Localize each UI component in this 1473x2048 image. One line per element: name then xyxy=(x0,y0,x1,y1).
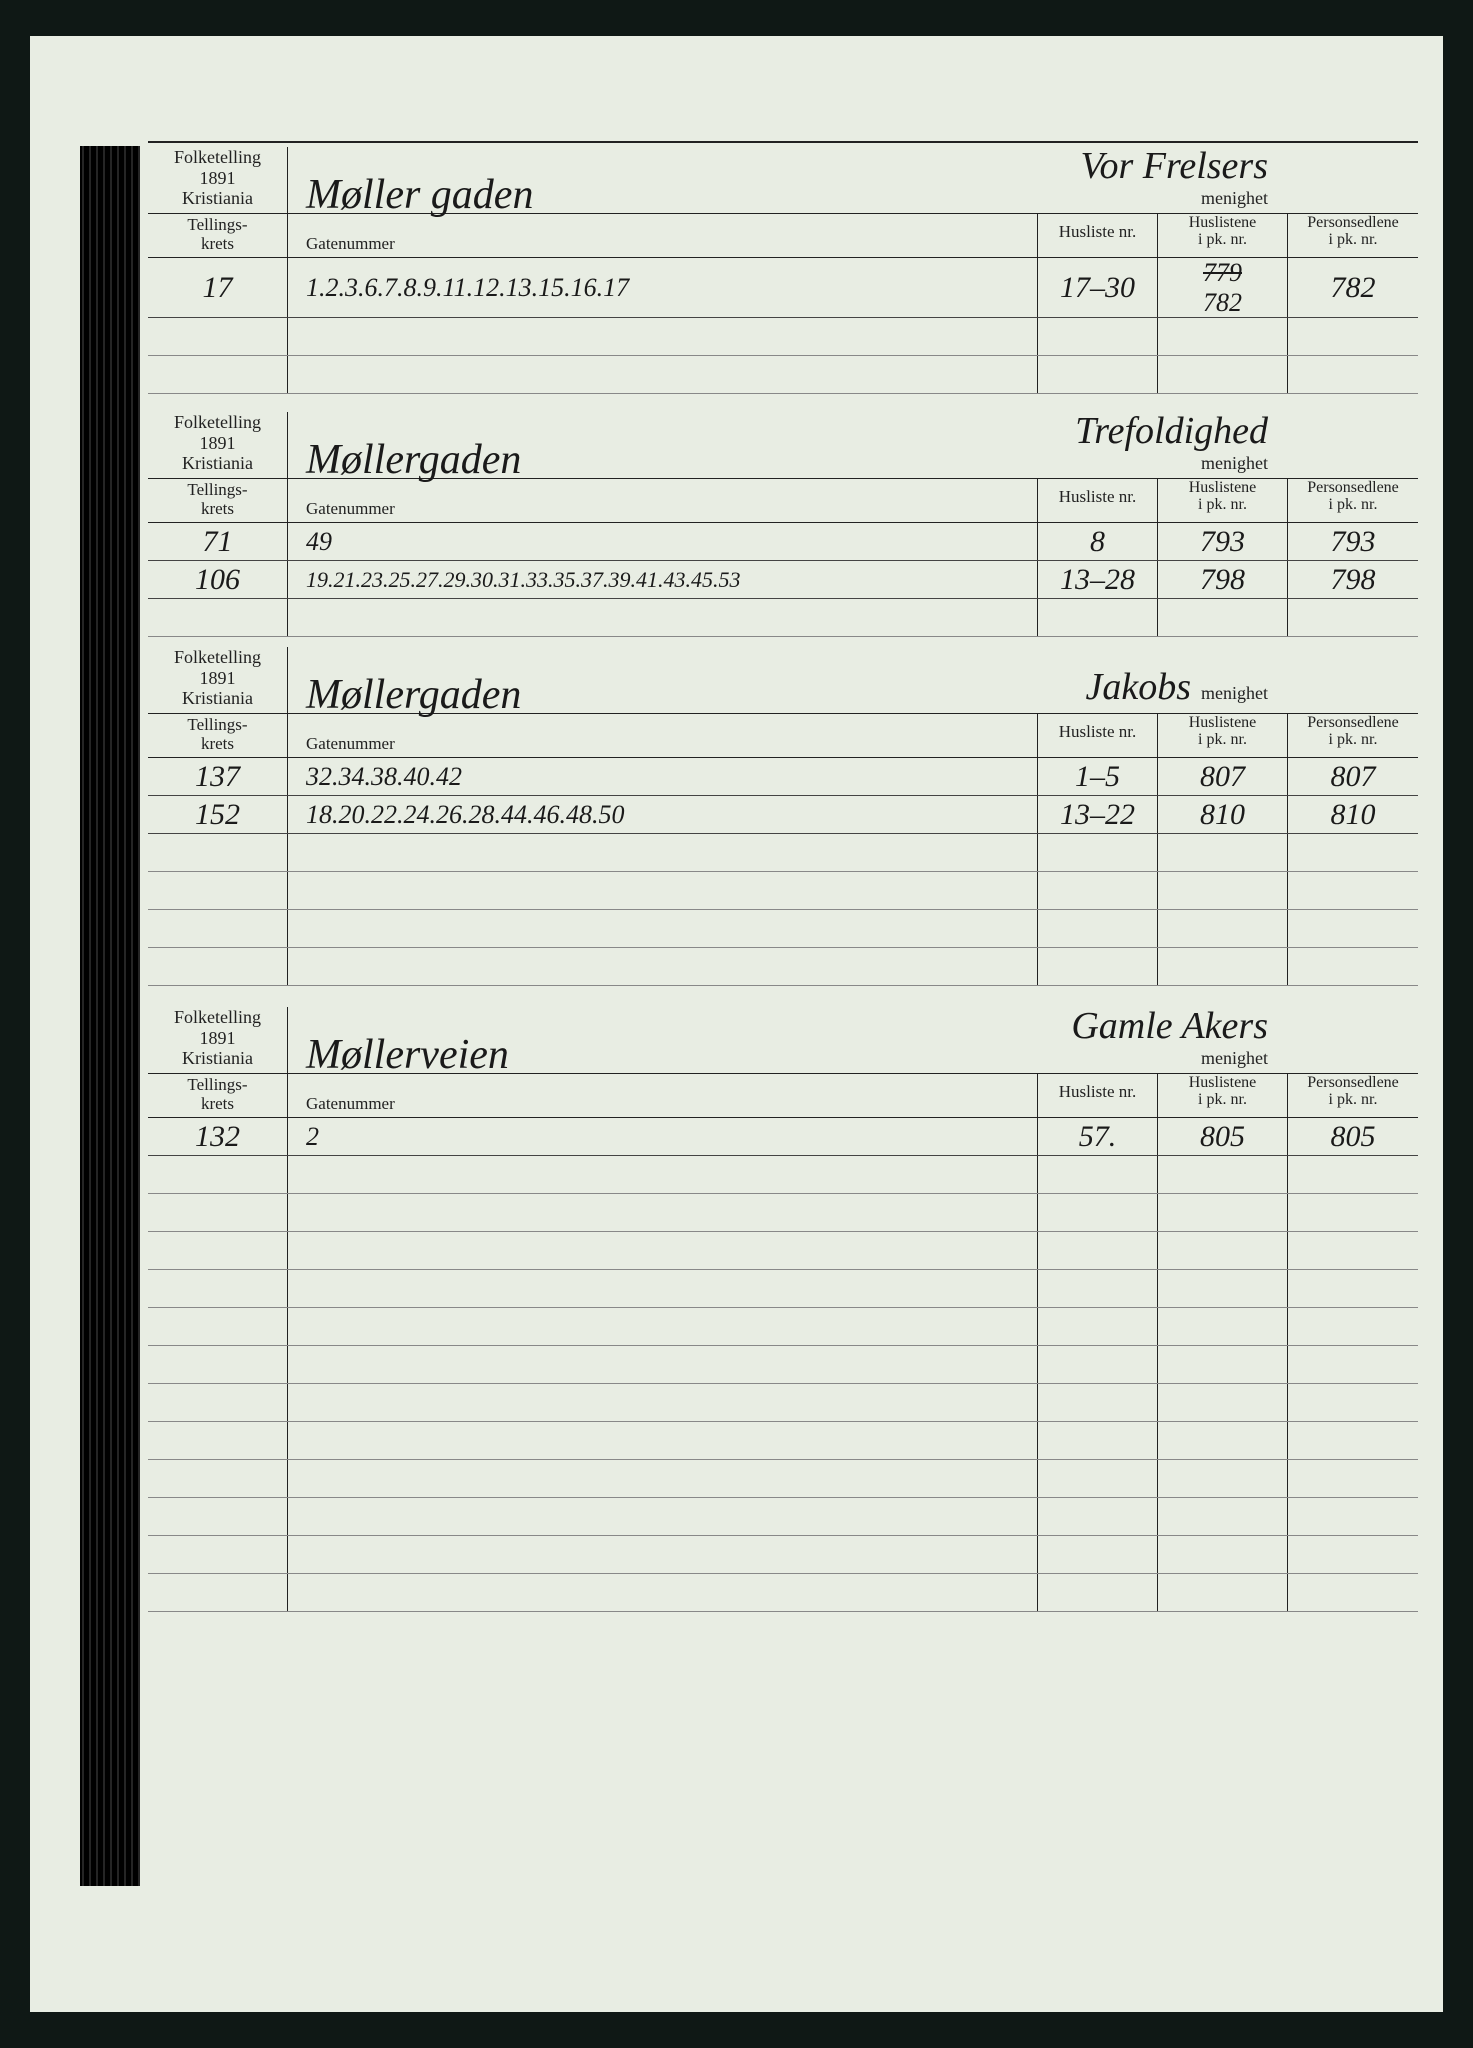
table-row xyxy=(148,599,1418,637)
street-name: Møllergaden xyxy=(306,437,521,483)
table-row xyxy=(148,1384,1418,1422)
val-huslistene-cell: 779 782 xyxy=(1158,258,1288,317)
street-name: Møllerveien xyxy=(306,1032,509,1078)
parish-name: Trefoldighed xyxy=(1075,410,1268,452)
binding-spine xyxy=(80,146,140,1886)
col-husliste: Husliste nr. xyxy=(1038,214,1158,257)
table-row xyxy=(148,1536,1418,1574)
val-huslistene: 782 xyxy=(1203,288,1242,318)
section-header: Folketelling 1891 Kristiania Møllergaden… xyxy=(148,409,1418,479)
label-year: 1891 xyxy=(200,168,236,188)
street-name: Møller gaden xyxy=(306,172,533,218)
section-3: Folketelling 1891 Kristiania Møllergaden… xyxy=(148,644,1418,964)
label-folketelling: Folketelling xyxy=(174,147,261,167)
column-headers: Tellings- krets Gatenummer Husliste nr. … xyxy=(148,214,1418,258)
section-header: Folketelling 1891 Kristiania Møllerveien… xyxy=(148,1004,1418,1074)
table-row: 132 2 57. 805 805 xyxy=(148,1118,1418,1156)
column-headers: Tellings-krets Gatenummer Husliste nr. H… xyxy=(148,479,1418,523)
table-row xyxy=(148,1232,1418,1270)
col-gatenummer: Gatenummer xyxy=(288,214,1038,257)
column-headers: Tellings-krets Gatenummer Husliste nr. H… xyxy=(148,714,1418,758)
table-row: 137 32.34.38.40.42 1–5 807 807 xyxy=(148,758,1418,796)
document-page: Folketelling 1891 Kristiania Møller gade… xyxy=(30,36,1443,2012)
table-row xyxy=(148,1346,1418,1384)
col-person: Personsedlene i pk. nr. xyxy=(1288,214,1418,257)
street-name: Møllergaden xyxy=(306,672,521,718)
val-person: 782 xyxy=(1331,271,1376,305)
parish-cell: Vor Frelsers menighet xyxy=(1038,144,1418,213)
parish-name: Vor Frelsers xyxy=(1080,145,1268,187)
val-gate: 1.2.3.6.7.8.9.11.12.13.15.16.17 xyxy=(306,273,629,303)
content-area: Folketelling 1891 Kristiania Møller gade… xyxy=(148,141,1418,1684)
col-huslistene: Huslistene i pk. nr. xyxy=(1158,214,1288,257)
parish-name: Gamle Akers xyxy=(1071,1005,1268,1047)
table-row xyxy=(148,1156,1418,1194)
census-label: Folketelling 1891 Kristiania xyxy=(148,1007,288,1073)
table-row xyxy=(148,1422,1418,1460)
table-row: 106 19.21.23.25.27.29.30.31.33.35.37.39.… xyxy=(148,561,1418,599)
section-4: Folketelling 1891 Kristiania Møllerveien… xyxy=(148,1004,1418,1644)
table-row: 152 18.20.22.24.26.28.44.46.48.50 13–22 … xyxy=(148,796,1418,834)
val-huslistene-struck: 779 xyxy=(1203,258,1242,288)
table-row xyxy=(148,948,1418,986)
table-row xyxy=(148,1574,1418,1612)
column-headers: Tellings-krets Gatenummer Husliste nr. H… xyxy=(148,1074,1418,1118)
table-row xyxy=(148,872,1418,910)
census-label: Folketelling 1891 Kristiania xyxy=(148,412,288,478)
table-row xyxy=(148,356,1418,394)
table-row xyxy=(148,1270,1418,1308)
table-row: 71 49 8 793 793 xyxy=(148,523,1418,561)
label-city: Kristiania xyxy=(182,188,253,208)
street-cell: Møller gaden xyxy=(288,165,1038,213)
table-row xyxy=(148,1460,1418,1498)
table-row xyxy=(148,910,1418,948)
table-row: 17 1.2.3.6.7.8.9.11.12.13.15.16.17 17–30… xyxy=(148,258,1418,318)
label-menighet: menighet xyxy=(1201,188,1268,208)
rule-line xyxy=(148,141,1418,143)
parish-name: Jakobs xyxy=(1085,666,1191,708)
section-1: Folketelling 1891 Kristiania Møller gade… xyxy=(148,144,1418,369)
section-header: Folketelling 1891 Kristiania Møller gade… xyxy=(148,144,1418,214)
col-krets: Tellings- krets xyxy=(148,214,288,257)
census-label: Folketelling 1891 Kristiania xyxy=(148,147,288,213)
table-row xyxy=(148,318,1418,356)
table-row xyxy=(148,1194,1418,1232)
section-2: Folketelling 1891 Kristiania Møllergaden… xyxy=(148,409,1418,604)
val-husliste: 17–30 xyxy=(1060,271,1135,305)
table-row xyxy=(148,834,1418,872)
table-row xyxy=(148,1308,1418,1346)
table-row xyxy=(148,1498,1418,1536)
census-label: Folketelling 1891 Kristiania xyxy=(148,647,288,713)
section-header: Folketelling 1891 Kristiania Møllergaden… xyxy=(148,644,1418,714)
val-krets: 17 xyxy=(203,271,233,305)
